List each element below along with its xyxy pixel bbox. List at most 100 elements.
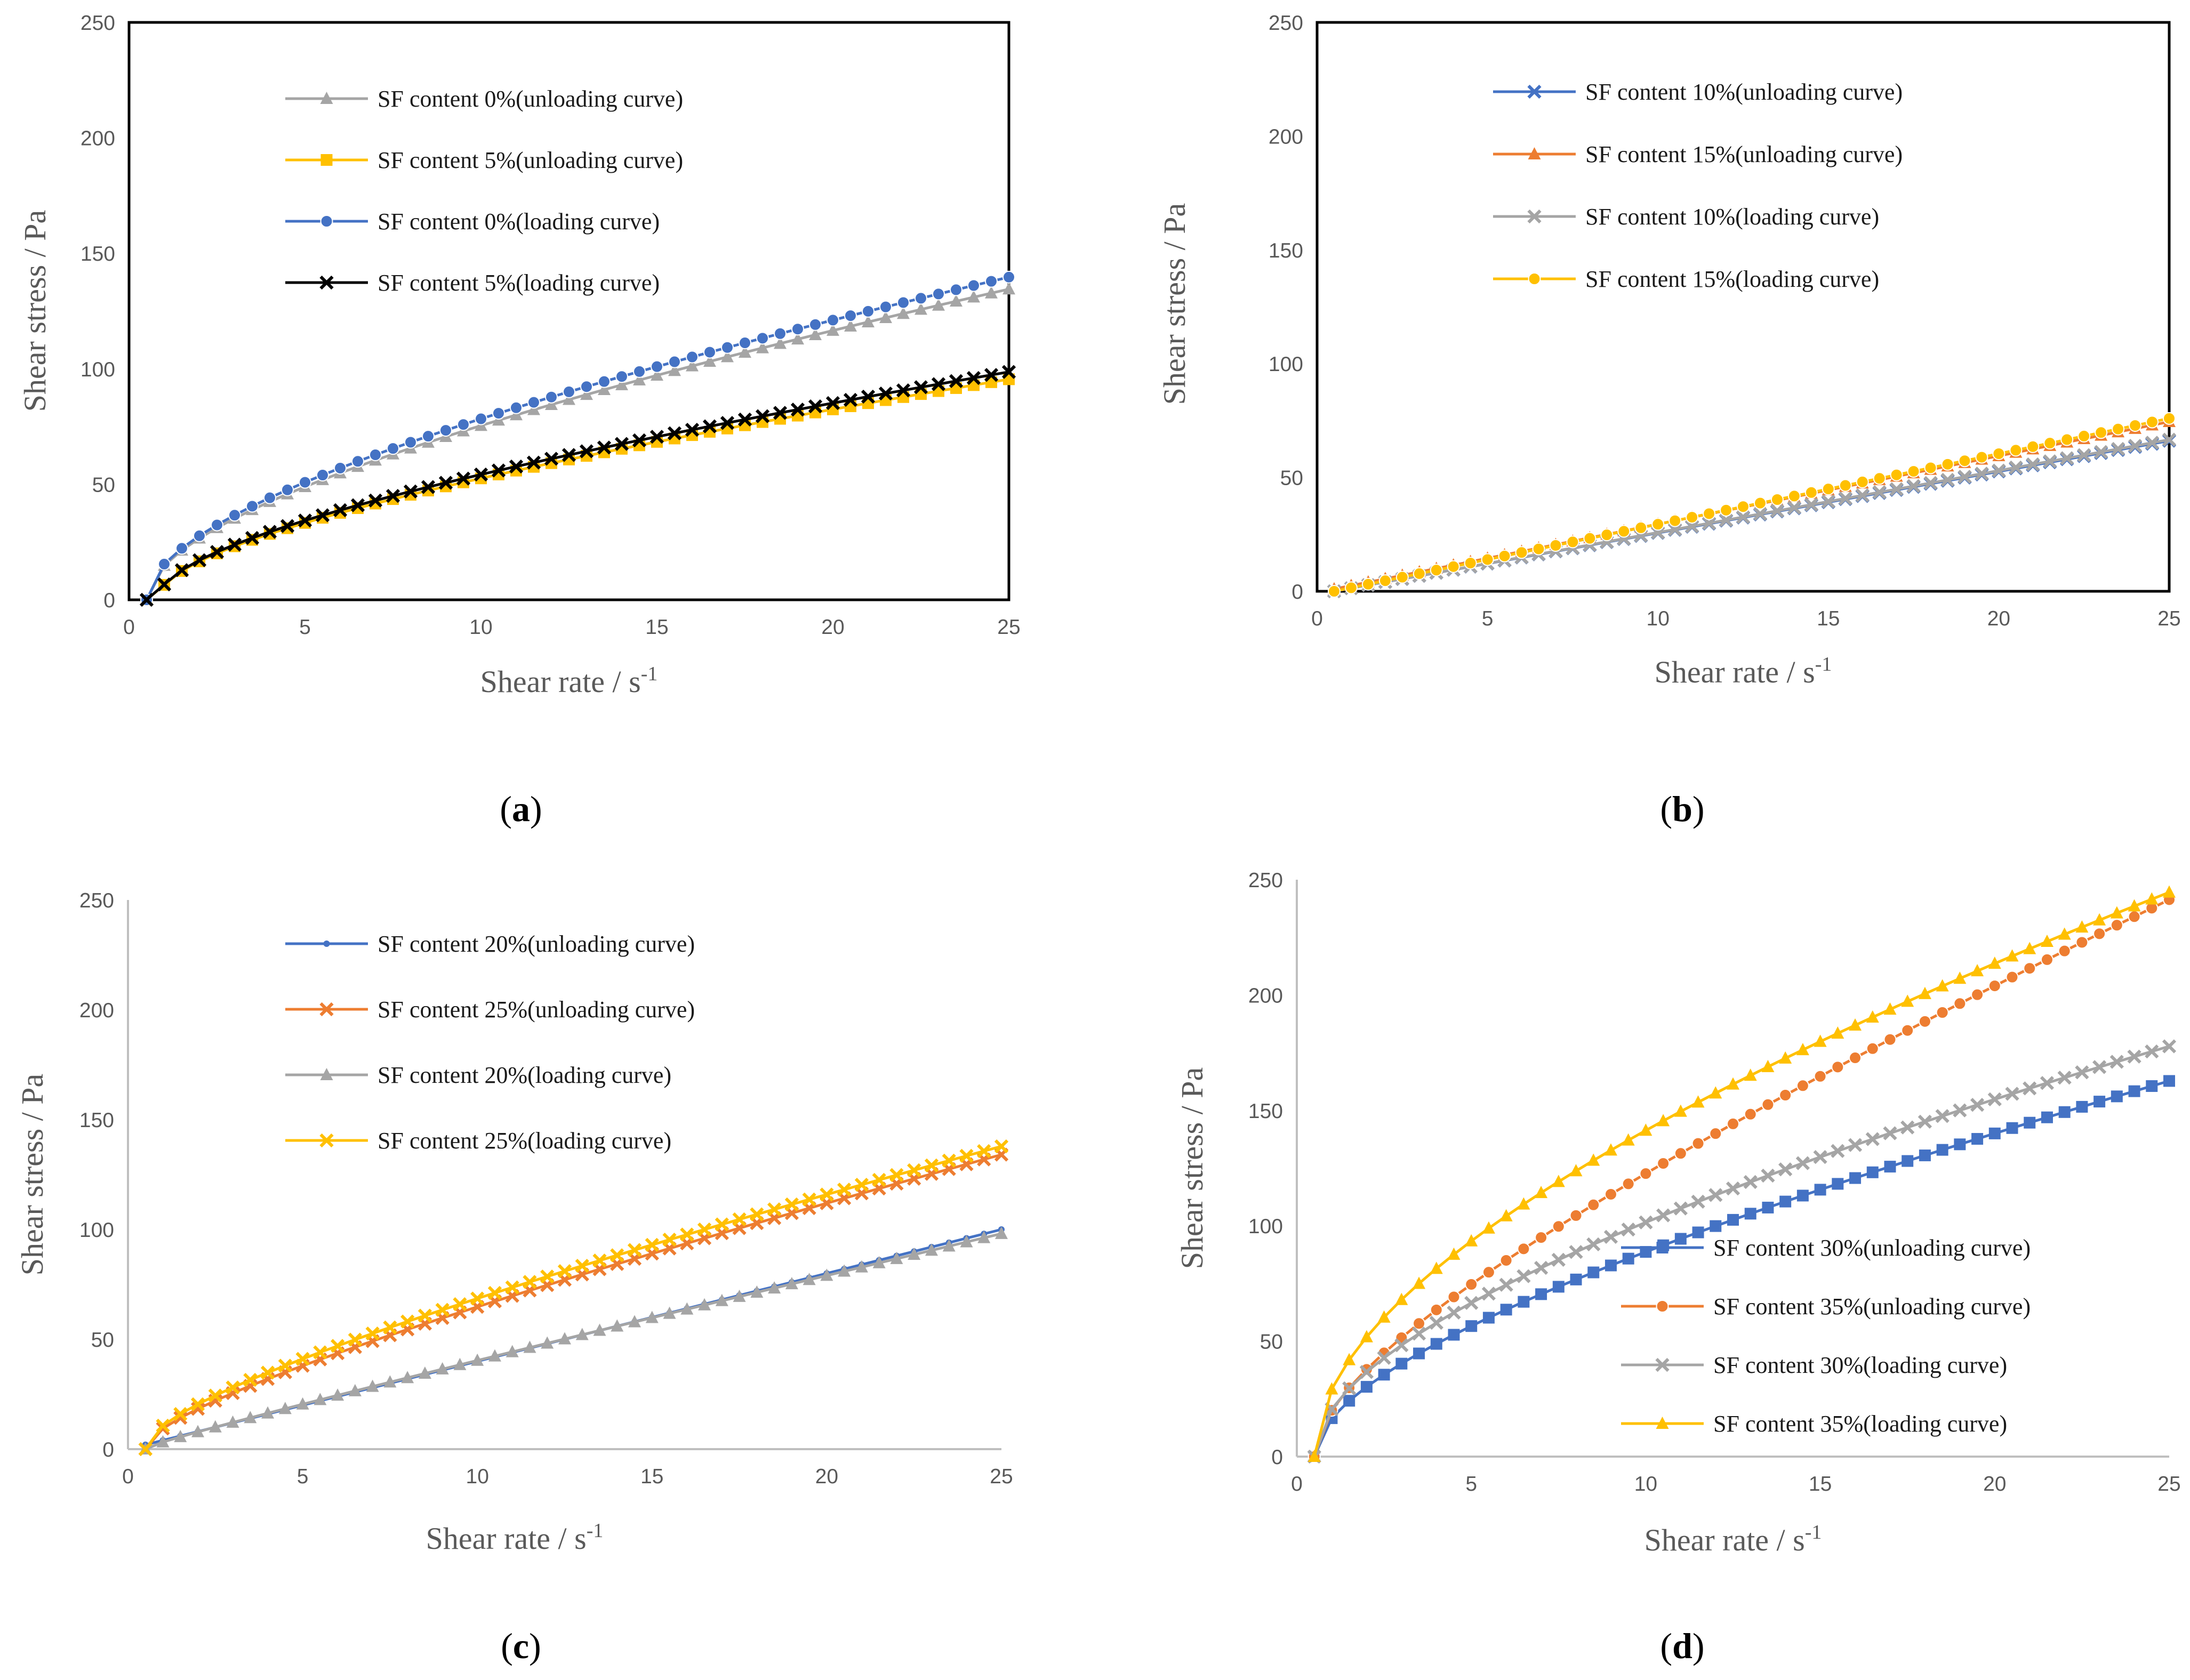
data-point bbox=[334, 461, 347, 475]
x-tick-label: 5 bbox=[1482, 607, 1494, 630]
data-point bbox=[897, 307, 910, 319]
data-point bbox=[192, 553, 207, 567]
data-point bbox=[1796, 1189, 1809, 1202]
data-point bbox=[1447, 1247, 1461, 1260]
y-tick-label: 250 bbox=[81, 12, 115, 35]
data-point bbox=[1761, 1059, 1775, 1072]
legend-item: SF content 10%(loading curve) bbox=[1493, 204, 1879, 230]
data-point bbox=[854, 1177, 869, 1192]
data-point bbox=[1727, 1117, 1739, 1130]
data-point bbox=[774, 336, 787, 349]
x-axis-label: Shear rate / s-1 bbox=[426, 1520, 604, 1556]
x-tick-label: 10 bbox=[1634, 1473, 1657, 1496]
data-point bbox=[1583, 532, 1597, 545]
data-point bbox=[662, 1233, 677, 1247]
data-point bbox=[418, 1308, 432, 1323]
data-point bbox=[2145, 1044, 2159, 1059]
data-point bbox=[261, 1406, 275, 1419]
legend-item: SF content 25%(unloading curve) bbox=[285, 996, 695, 1023]
legend-item: SF content 5%(unloading curve) bbox=[285, 147, 683, 173]
data-point bbox=[369, 448, 382, 462]
data-point bbox=[492, 407, 505, 420]
data-point bbox=[2095, 426, 2108, 439]
data-point bbox=[1342, 1381, 1357, 1396]
data-point bbox=[790, 403, 805, 417]
series-4 bbox=[138, 1139, 1009, 1457]
data-point bbox=[686, 359, 699, 372]
series-line bbox=[145, 276, 1009, 601]
data-point bbox=[855, 1260, 868, 1273]
data-point bbox=[138, 1442, 153, 1457]
legend-item: SF content 0%(loading curve) bbox=[285, 208, 660, 235]
data-point bbox=[1737, 500, 1750, 513]
data-point bbox=[2009, 444, 2023, 457]
data-point bbox=[720, 416, 735, 430]
data-point bbox=[139, 592, 154, 607]
data-point bbox=[1413, 1276, 1426, 1289]
data-point bbox=[862, 304, 875, 318]
data-point bbox=[774, 327, 787, 340]
legend-label: SF content 0%(unloading curve) bbox=[378, 86, 683, 112]
data-point bbox=[1587, 1266, 1600, 1279]
data-point bbox=[1727, 1077, 1739, 1090]
data-point bbox=[262, 525, 277, 539]
legend-marker bbox=[1527, 84, 1542, 99]
data-point bbox=[872, 1256, 886, 1268]
data-point bbox=[400, 1314, 415, 1329]
data-point bbox=[1778, 1162, 1793, 1177]
data-point bbox=[1517, 1197, 1530, 1210]
legend-item: SF content 30%(loading curve) bbox=[1621, 1352, 2007, 1378]
data-point bbox=[316, 469, 329, 482]
data-point bbox=[226, 1380, 240, 1395]
data-point bbox=[1919, 1150, 1931, 1162]
data-point bbox=[1622, 1133, 1635, 1146]
data-point bbox=[1744, 1208, 1756, 1220]
data-point bbox=[756, 341, 769, 353]
data-point bbox=[843, 392, 858, 407]
data-point bbox=[1935, 1109, 1950, 1123]
data-point bbox=[1907, 465, 1920, 478]
chart-b: 0 50 100 150 200 250 0 5 10 15 20 25 SF content 10… bbox=[1157, 12, 2181, 829]
legend: SF content 10%(unloading curve) SF conten… bbox=[1493, 79, 1903, 292]
data-point bbox=[1639, 1215, 1653, 1229]
data-point bbox=[299, 476, 311, 489]
data-point bbox=[977, 1144, 991, 1159]
data-point bbox=[756, 332, 769, 345]
series-2 bbox=[141, 373, 1015, 606]
data-point bbox=[2058, 944, 2071, 958]
data-point bbox=[732, 1212, 747, 1227]
data-point bbox=[1761, 1098, 1775, 1111]
data-point bbox=[1394, 1338, 1409, 1353]
data-point bbox=[1691, 1095, 1705, 1108]
data-point bbox=[1001, 365, 1016, 379]
data-point bbox=[557, 1264, 572, 1279]
series-line bbox=[144, 1153, 1002, 1450]
y-tick-labels: 0 50 100 150 200 250 bbox=[1269, 12, 1303, 604]
data-point bbox=[1813, 1150, 1827, 1164]
data-point bbox=[1796, 1079, 1809, 1092]
data-point bbox=[1447, 1305, 1461, 1320]
data-point bbox=[1849, 1172, 1862, 1184]
legend-item: SF content 35%(loading curve) bbox=[1621, 1411, 2007, 1437]
data-point bbox=[228, 509, 241, 522]
data-point bbox=[561, 448, 576, 462]
data-point bbox=[158, 558, 171, 571]
data-point bbox=[1447, 560, 1460, 573]
data-point bbox=[1866, 1166, 1879, 1178]
y-tick-label: 100 bbox=[1248, 1215, 1283, 1238]
data-point bbox=[260, 1365, 275, 1380]
data-point bbox=[994, 1139, 1009, 1154]
data-point bbox=[1535, 1186, 1548, 1199]
legend-label: SF content 10%(loading curve) bbox=[1585, 204, 1879, 230]
y-tick-label: 100 bbox=[1269, 353, 1303, 376]
legend-label: SF content 0%(loading curve) bbox=[378, 208, 660, 235]
data-point bbox=[1866, 1042, 1879, 1055]
data-point bbox=[1709, 1086, 1722, 1099]
data-point bbox=[1344, 581, 1358, 594]
data-point bbox=[471, 1353, 484, 1366]
data-point bbox=[244, 1411, 257, 1424]
data-point bbox=[1500, 1304, 1512, 1316]
data-point bbox=[208, 1388, 222, 1403]
data-point bbox=[733, 1289, 746, 1302]
x-tick-labels: 0 5 10 15 20 25 bbox=[1291, 1473, 2181, 1496]
